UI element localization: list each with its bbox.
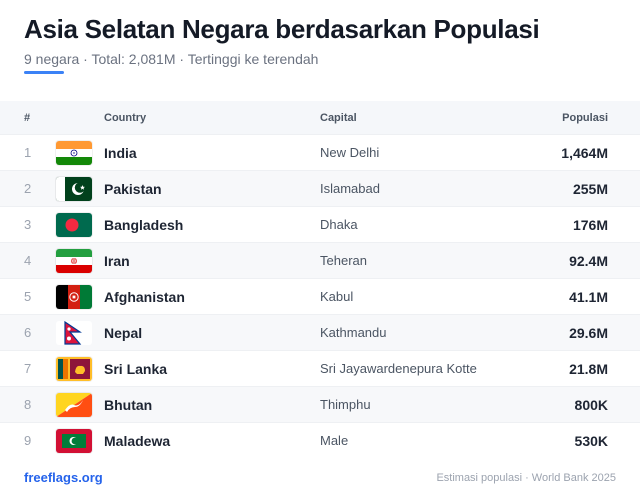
column-header-population: Populasi [562,111,608,124]
pakistan-flag-icon [56,176,92,201]
bangladesh-flag-icon [56,212,92,237]
population-table: # Country Capital Populasi 1 India New D… [0,101,640,458]
table-row: 4 Iran Teheran 92.4M [0,242,640,278]
row-capital: Islamabad [320,181,380,196]
page-title: Asia Selatan Negara berdasarkan Populasi [24,14,540,44]
table-row: 9 Maladewa Male 530K [0,422,640,458]
row-capital: Kathmandu [320,325,387,340]
row-population: 21.8M [569,360,608,377]
india-flag-icon [56,140,92,165]
afghanistan-flag-icon [56,284,92,309]
table-row: 5 Afghanistan Kabul 41.1M [0,278,640,314]
brand-link[interactable]: freeflags.org [24,470,103,485]
row-population: 92.4M [569,252,608,269]
row-capital: Male [320,433,349,448]
row-population: 530K [574,432,608,449]
table-row: 7 Sri Lanka Sri Jayawardenepura Kotte 21… [0,350,640,386]
row-capital: Dhaka [320,217,358,232]
row-population: 1,464M [561,144,608,161]
row-population: 29.6M [569,324,608,341]
table-row: 1 India New Delhi 1,464M [0,134,640,170]
table-row: 3 Bangladesh Dhaka 176M [0,206,640,242]
row-country: India [104,144,137,161]
row-rank: 9 [24,433,32,448]
column-header-country: Country [104,111,147,124]
page-header: Asia Selatan Negara berdasarkan Populasi… [24,12,616,68]
row-country: Bhutan [104,396,153,413]
row-rank: 2 [24,181,32,196]
row-capital: Thimphu [320,397,371,412]
accent-divider [24,71,64,74]
table-row: 2 Pakistan Islamabad 255M [0,170,640,206]
bhutan-flag-icon [56,392,92,417]
row-rank: 1 [24,145,32,160]
row-population: 255M [572,180,608,197]
row-country: Afghanistan [104,288,185,305]
row-rank: 5 [24,289,32,304]
row-capital: Kabul [320,289,354,304]
row-rank: 7 [24,361,32,376]
row-rank: 8 [24,397,32,412]
iran-flag-icon [56,248,92,273]
row-capital: Teheran [320,253,367,268]
maldives-flag-icon [56,428,92,453]
row-country: Maladewa [104,432,171,449]
row-capital: New Delhi [320,145,380,160]
row-capital: Sri Jayawardenepura Kotte [320,361,477,376]
source-note: Estimasi populasi · World Bank 2025 [436,471,616,484]
row-rank: 4 [24,253,32,268]
column-header-capital: Capital [320,111,357,124]
row-country: Sri Lanka [104,360,168,377]
table-row: 6 Nepal Kathmandu 29.6M [0,314,640,350]
row-population: 176M [572,216,608,233]
row-rank: 3 [24,217,32,232]
page-footer: freeflags.org Estimasi populasi · World … [24,470,616,485]
page-subtitle: 9 negara · Total: 2,081M · Tertinggi ke … [24,51,319,67]
row-rank: 6 [24,325,32,340]
row-population: 41.1M [569,288,608,305]
sri-lanka-flag-icon [56,356,92,381]
table-row: 8 Bhutan Thimphu 800K [0,386,640,422]
row-country: Iran [104,252,130,269]
table-header: # Country Capital Populasi [0,101,640,134]
row-population: 800K [574,396,608,413]
row-country: Nepal [104,324,143,341]
nepal-flag-icon [56,320,92,345]
row-country: Pakistan [104,180,162,197]
column-header-rank: # [24,111,31,124]
row-country: Bangladesh [104,216,184,233]
